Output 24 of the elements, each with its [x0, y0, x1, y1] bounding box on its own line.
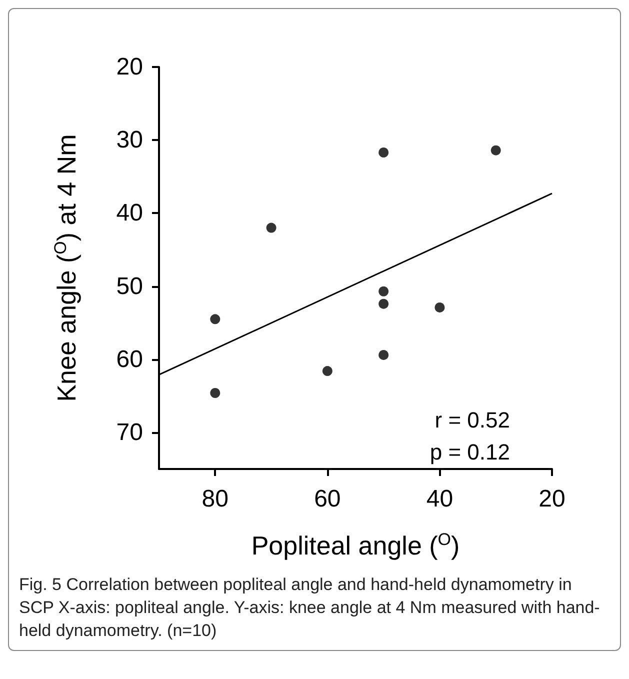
x-tick-label: 40 — [426, 486, 454, 512]
annotation: p = 0.12 — [430, 440, 510, 464]
point — [378, 350, 389, 360]
point — [434, 302, 445, 312]
x-tick-label: 80 — [202, 486, 228, 512]
caption: Fig. 5 Correlation between popliteal angle and hand-held dynamometry in SCP X-axis: popliteal angle. Y-axis: knee angle at 4 Nm measured with hand-held dynamometry. (n=10) — [18, 574, 601, 642]
point — [378, 286, 389, 296]
y-tick-label: 40 — [116, 200, 143, 227]
y-axis-title: Knee angle (O) at 4 Nm — [51, 134, 82, 402]
y-tick-label: 20 — [116, 54, 143, 80]
y-tick-label: 30 — [116, 126, 143, 154]
y-tick-label: 50 — [116, 272, 143, 300]
point — [490, 145, 501, 156]
point — [322, 366, 332, 376]
annotation: r = 0.52 — [434, 408, 510, 432]
point — [210, 314, 220, 324]
point — [378, 298, 389, 309]
y-tick-label: 70 — [116, 418, 143, 446]
x-tick-label: 60 — [314, 486, 341, 512]
x-tick-label: 20 — [538, 486, 566, 512]
point — [378, 148, 389, 158]
y-tick-label: 60 — [116, 346, 143, 373]
point — [210, 388, 220, 398]
point — [266, 222, 276, 233]
